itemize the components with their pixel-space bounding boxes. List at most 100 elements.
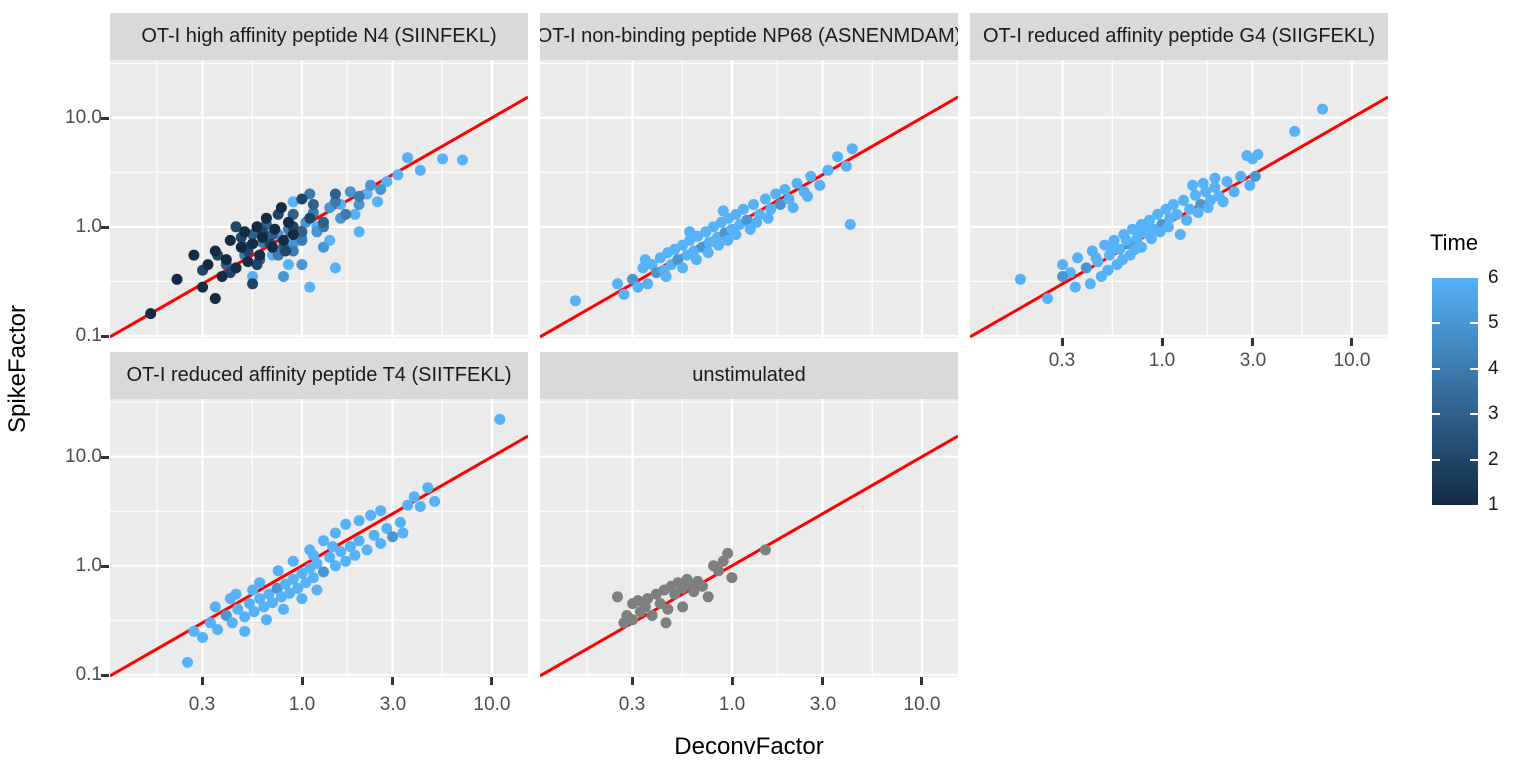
data-point bbox=[318, 216, 329, 228]
data-point bbox=[1202, 202, 1214, 214]
data-point bbox=[741, 214, 753, 226]
data-point bbox=[182, 656, 193, 668]
colorbar-tick bbox=[1470, 413, 1478, 415]
data-point bbox=[822, 164, 834, 176]
data-point bbox=[805, 170, 817, 182]
data-point bbox=[429, 495, 441, 507]
data-point bbox=[212, 624, 224, 636]
data-point bbox=[697, 580, 708, 592]
data-point bbox=[1209, 181, 1221, 193]
y-tick-label: 0.1 bbox=[75, 325, 102, 346]
data-point bbox=[296, 234, 308, 246]
x-tick-mark bbox=[1161, 338, 1164, 346]
data-point bbox=[759, 193, 771, 205]
data-point bbox=[224, 234, 236, 246]
x-tick-mark bbox=[631, 677, 634, 685]
data-point bbox=[1145, 233, 1157, 245]
data-point bbox=[722, 547, 734, 559]
x-tick-mark bbox=[301, 677, 304, 685]
identity-reference-line bbox=[110, 434, 528, 677]
data-point bbox=[1090, 252, 1102, 264]
data-point bbox=[287, 196, 299, 208]
data-point bbox=[392, 169, 404, 181]
data-point bbox=[365, 179, 377, 191]
data-point bbox=[304, 212, 316, 224]
y-tick-mark bbox=[101, 456, 109, 459]
facet-strip-label: unstimulated bbox=[692, 364, 806, 386]
data-point bbox=[744, 223, 756, 235]
data-point bbox=[1132, 226, 1144, 238]
data-point bbox=[267, 597, 278, 609]
scatter-panel-t4 bbox=[110, 399, 528, 677]
scatter-panel-unstimulated bbox=[540, 399, 958, 677]
x-axis-title: DeconvFactor bbox=[674, 733, 824, 760]
scatter-panel-g4 bbox=[970, 60, 1388, 338]
data-point bbox=[759, 544, 771, 556]
data-point bbox=[335, 546, 347, 558]
x-tick-label: 0.3 bbox=[1048, 350, 1076, 371]
data-point bbox=[287, 573, 299, 585]
data-point bbox=[329, 527, 341, 539]
x-tick-label: 10.0 bbox=[1333, 350, 1371, 371]
data-point bbox=[1252, 149, 1264, 160]
data-point bbox=[340, 518, 352, 530]
data-point bbox=[402, 499, 414, 511]
x-tick-mark bbox=[1350, 338, 1353, 346]
data-point bbox=[216, 271, 228, 282]
data-point bbox=[677, 262, 689, 274]
data-point bbox=[340, 555, 352, 567]
data-point bbox=[232, 603, 244, 615]
panel-background bbox=[110, 60, 528, 338]
data-point bbox=[244, 598, 255, 610]
data-point bbox=[283, 259, 294, 271]
data-point bbox=[779, 184, 791, 195]
data-point bbox=[1197, 177, 1209, 189]
data-point bbox=[275, 202, 287, 214]
identity-reference-line bbox=[110, 95, 528, 338]
data-point bbox=[329, 560, 341, 572]
data-point bbox=[662, 603, 674, 615]
data-point bbox=[1162, 221, 1174, 233]
data-point bbox=[783, 193, 795, 205]
data-point bbox=[397, 527, 409, 539]
x-tick-label: 3.0 bbox=[1239, 350, 1267, 371]
data-point bbox=[1174, 229, 1186, 240]
x-tick-mark bbox=[821, 677, 824, 685]
identity-reference-line bbox=[540, 434, 958, 677]
colorbar-tick bbox=[1432, 368, 1440, 370]
data-point bbox=[381, 176, 393, 188]
data-point bbox=[280, 245, 291, 257]
x-tick-mark bbox=[920, 677, 923, 685]
y-axis-title: SpikeFactor bbox=[4, 304, 31, 434]
facet-strip-label: OT-I high affinity peptide N4 (SIINFEKL) bbox=[141, 25, 497, 47]
data-point bbox=[287, 555, 299, 567]
data-point bbox=[684, 226, 696, 238]
data-point bbox=[296, 193, 308, 205]
data-point bbox=[329, 262, 341, 274]
data-point bbox=[220, 254, 232, 266]
data-point bbox=[296, 259, 308, 271]
data-point bbox=[368, 529, 380, 541]
data-point bbox=[1235, 170, 1247, 182]
y-tick-mark bbox=[101, 226, 109, 229]
data-point bbox=[278, 234, 289, 246]
data-point bbox=[1178, 194, 1189, 206]
data-point bbox=[1117, 254, 1128, 266]
data-point bbox=[239, 611, 251, 623]
data-point bbox=[283, 216, 294, 228]
data-point bbox=[284, 587, 295, 599]
data-point bbox=[1244, 179, 1256, 191]
data-point bbox=[1143, 221, 1154, 233]
data-point bbox=[209, 245, 221, 257]
data-point bbox=[702, 591, 714, 603]
data-point bbox=[1072, 252, 1084, 264]
data-point bbox=[1200, 186, 1212, 198]
data-point bbox=[1181, 214, 1193, 226]
data-point bbox=[494, 413, 506, 425]
data-point bbox=[642, 593, 654, 605]
legend-title: Time bbox=[1430, 230, 1479, 255]
data-point bbox=[770, 188, 782, 200]
data-point bbox=[375, 184, 387, 195]
data-point bbox=[220, 610, 232, 621]
